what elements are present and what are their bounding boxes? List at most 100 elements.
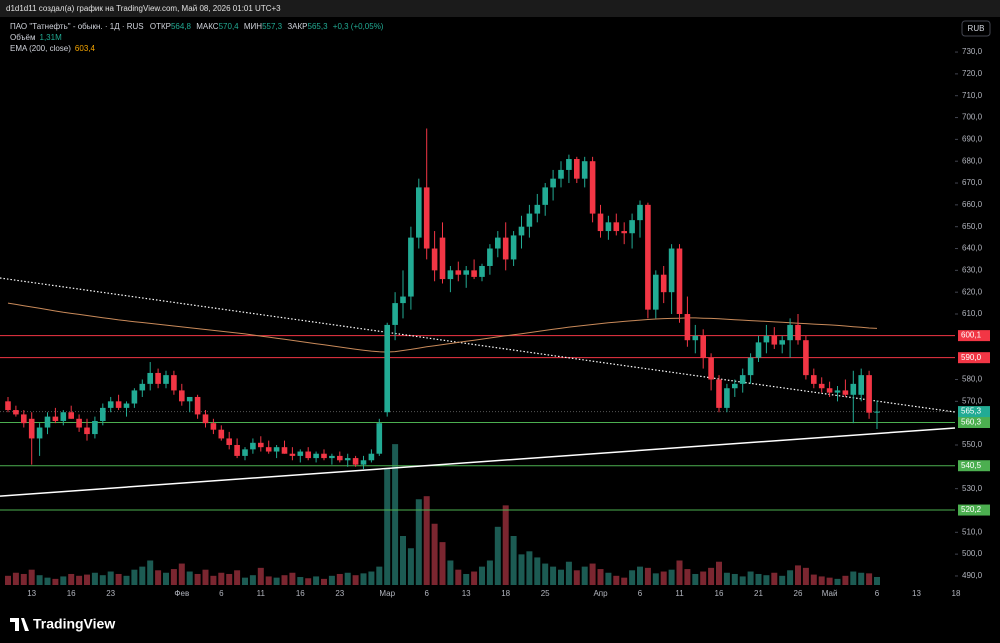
candle-body (52, 416, 59, 421)
candle-body (313, 453, 319, 459)
currency-button[interactable] (961, 20, 991, 37)
candle-body (84, 427, 90, 435)
y-tick-label: 530,0 (962, 484, 983, 493)
candle-body (747, 357, 754, 376)
x-tick-label: 6 (638, 589, 643, 598)
level-tag (958, 417, 990, 429)
ohlc-value: 564,8 (171, 22, 192, 31)
candle-body (597, 213, 604, 232)
volume-bar (415, 499, 422, 585)
volume-bar (605, 572, 612, 585)
candle-body (360, 460, 367, 465)
volume-bar (502, 505, 509, 585)
last-price-tag (958, 406, 990, 418)
candle-body (660, 274, 667, 293)
volume-bar (629, 570, 636, 585)
volume-bar (431, 523, 438, 585)
currency[interactable]: RUB (968, 24, 985, 33)
volume-bar (747, 571, 754, 585)
volume-bar (652, 573, 659, 585)
candle-body (866, 375, 872, 413)
y-tick-label: 720,0 (962, 69, 983, 78)
candle-body (368, 453, 375, 461)
volume-bar (866, 573, 873, 585)
volume-bar (739, 576, 746, 585)
candle-body (684, 314, 691, 341)
volume-bar (447, 560, 454, 585)
candle-body (329, 455, 335, 459)
volume-bar (471, 571, 478, 585)
candle-body (826, 388, 833, 393)
brand-logo (10, 618, 29, 631)
candle-body (637, 204, 643, 221)
volume-bar (573, 570, 580, 585)
volume-bar (131, 569, 138, 585)
y-tick-label: 700,0 (962, 113, 983, 122)
candle-body (416, 187, 422, 238)
candle-body (123, 403, 130, 408)
volume-bar (36, 575, 43, 585)
candle-body (621, 231, 627, 234)
volume-bar (842, 575, 849, 585)
candle-body (171, 375, 177, 391)
volume-bar (463, 573, 470, 585)
candle-body (874, 411, 880, 413)
volume-bar (178, 563, 185, 585)
candle-body (163, 375, 169, 384)
candle-body (566, 159, 572, 170)
volume-bar (265, 576, 272, 585)
volume-bar (147, 560, 154, 585)
candle-body (763, 335, 770, 343)
volume-bar (257, 567, 264, 585)
candle-body (803, 340, 809, 376)
volume-bar (589, 563, 596, 585)
candle-body (676, 248, 683, 315)
volume-bar (613, 575, 620, 585)
candle-body (305, 451, 311, 459)
candle-body (439, 237, 446, 280)
candle-body (76, 418, 82, 428)
volume-bar (123, 575, 130, 585)
candle-body (234, 444, 240, 456)
candle-body (708, 357, 714, 380)
x-tick-label: 6 (424, 589, 429, 598)
volume-label: Объём (10, 33, 36, 42)
x-tick-label: Фев (174, 589, 189, 598)
volume-bar (771, 572, 778, 585)
candle-body (344, 458, 351, 461)
x-tick-label: 21 (754, 589, 763, 598)
volume-bar (313, 576, 320, 585)
volume-bar (455, 569, 462, 585)
x-tick-label: 16 (715, 589, 724, 598)
candle-body (787, 324, 793, 341)
volume-bar (376, 566, 383, 585)
y-tick-label: 730,0 (962, 47, 983, 56)
candle-body (818, 383, 825, 389)
candle-body (194, 396, 201, 415)
candle-body (321, 453, 327, 459)
candle-body (139, 383, 146, 391)
candle-body (479, 265, 485, 277)
volume-legend: Объём 1,31M (10, 33, 62, 42)
candle-body (21, 414, 27, 424)
volume-bar (352, 575, 359, 585)
volume-bar (763, 575, 770, 585)
volume-bar (392, 444, 399, 585)
candle-body (218, 429, 225, 439)
y-tick-label: 710,0 (962, 91, 983, 100)
volume-bar (526, 551, 533, 585)
ema-line (7, 302, 878, 353)
header-bar (0, 0, 1000, 17)
candle-body (179, 390, 185, 402)
candle-body (28, 418, 35, 439)
footer (0, 606, 1000, 643)
x-tick-label: 13 (912, 589, 921, 598)
candle-body (581, 161, 588, 179)
volume-bar (20, 573, 27, 585)
volume-bar (194, 573, 201, 585)
y-tick-label: 640,0 (962, 244, 983, 253)
y-tick-label: 630,0 (962, 265, 983, 274)
volume-bar (202, 569, 209, 585)
candle-body (60, 412, 67, 421)
volume-bar (186, 571, 193, 585)
